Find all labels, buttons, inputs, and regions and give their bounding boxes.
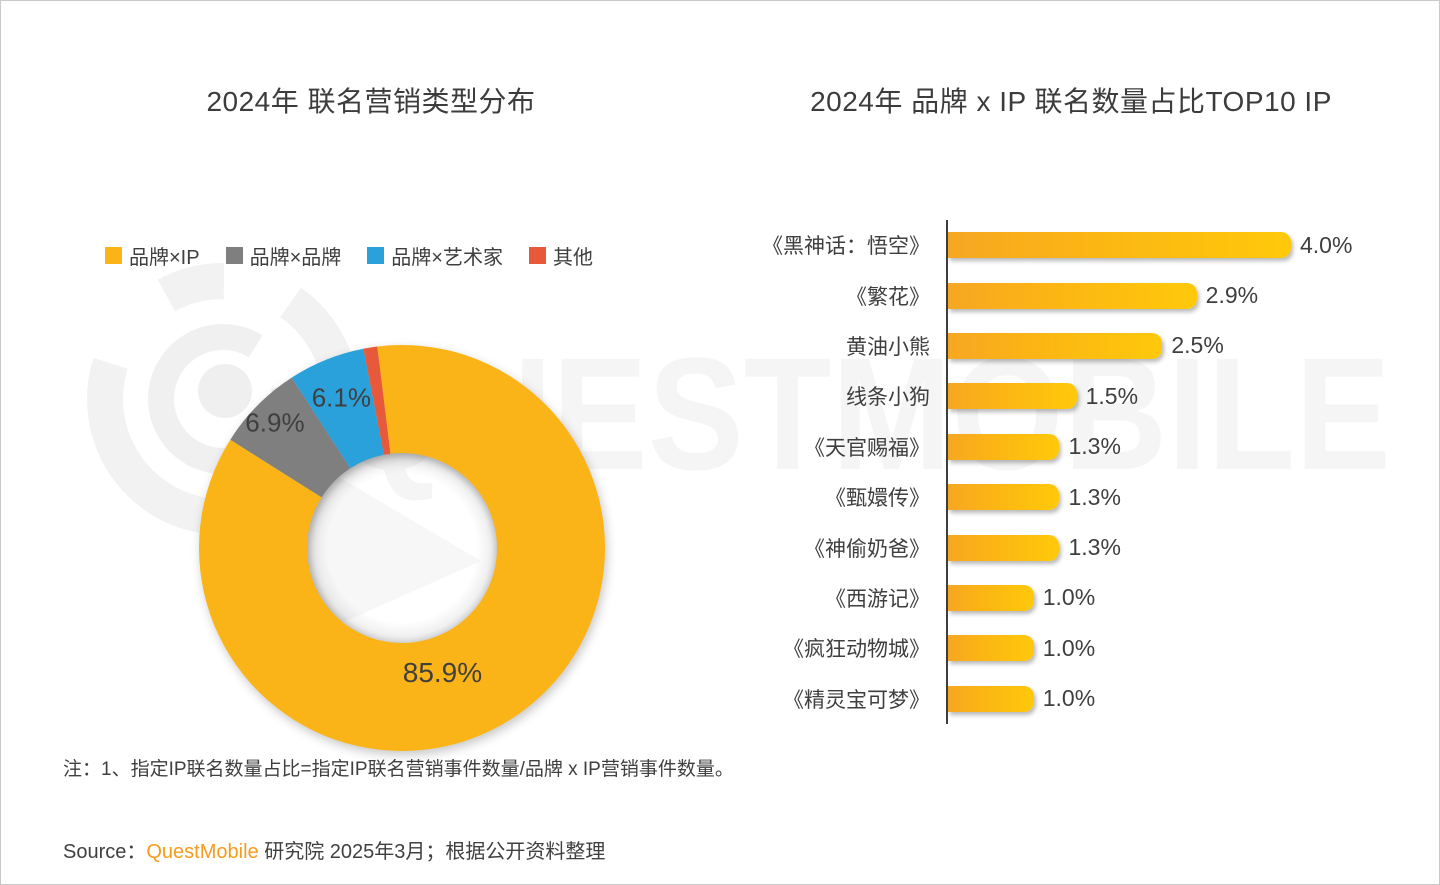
bar	[948, 232, 1291, 259]
bar-row: 线条小狗 1.5%	[739, 371, 1429, 421]
legend-swatch-icon	[528, 247, 546, 264]
pie-slice-label: 6.1%	[312, 382, 371, 412]
legend-item: 其他	[528, 241, 593, 270]
legend-swatch-icon	[367, 247, 385, 264]
bar-row: 《疯狂动物城》 1.0%	[739, 623, 1429, 673]
bar-value-label: 1.3%	[1068, 483, 1121, 510]
bar-value-label: 1.0%	[1042, 685, 1096, 712]
pie-slice-label: 6.9%	[245, 407, 304, 437]
pie-slice	[363, 346, 391, 455]
legend-label: 品牌×品牌	[249, 247, 342, 269]
legend-item: 品牌×IP	[105, 241, 200, 270]
legend-swatch-icon	[105, 247, 122, 264]
bar	[948, 383, 1077, 410]
bar-row: 《甄嬛传》 1.3%	[739, 472, 1429, 522]
bar	[948, 685, 1034, 712]
bar-value-label: 1.3%	[1068, 433, 1121, 460]
bar-value-label: 2.5%	[1171, 332, 1224, 359]
legend-item: 品牌×艺术家	[367, 241, 503, 270]
bar-category-label: 《神偷奶爸》	[804, 537, 930, 561]
bar	[948, 332, 1163, 359]
bar-row: 《繁花》 2.9%	[739, 270, 1429, 320]
legend-swatch-icon	[225, 247, 243, 264]
source-brand: QuestMobile	[146, 841, 259, 863]
bar-chart-title: 2024年 品牌 x IP 联名数量占比TOP10 IP	[810, 86, 1332, 117]
pie-slice	[199, 345, 605, 751]
bar-value-label: 1.3%	[1068, 534, 1121, 561]
pie-chart-title: 2024年 联名营销类型分布	[206, 86, 536, 117]
footnote: 注：1、指定IP联名数量占比=指定IP联名营销事件数量/品牌 x IP营销事件数…	[63, 759, 734, 780]
bar-rows: 《黑神话：悟空》 4.0% 《繁花》 2.9% 黄油小熊 2.5% 线条小狗 1.5% 《天官赐…	[739, 220, 1429, 724]
pie-slice-label: 85.9%	[403, 657, 482, 688]
legend-item: 品牌×品牌	[225, 241, 342, 270]
bar	[948, 534, 1060, 561]
bar-category-label: 《精灵宝可梦》	[783, 688, 930, 712]
bar-chart: 《黑神话：悟空》 4.0% 《繁花》 2.9% 黄油小熊 2.5% 线条小狗 1.5% 《天官赐…	[739, 219, 1429, 725]
bar-row: 《精灵宝可梦》 1.0%	[739, 674, 1429, 724]
bar-category-label: 线条小狗	[846, 386, 930, 410]
bar-category-label: 《黑神话：悟空》	[762, 235, 930, 259]
legend-label: 品牌×IP	[129, 247, 200, 269]
bar-axis-line	[946, 220, 948, 724]
bar	[948, 484, 1060, 511]
legend-label: 品牌×艺术家	[391, 247, 503, 269]
bar-category-label: 黄油小熊	[846, 335, 930, 359]
bar-row: 《黑神话：悟空》 4.0%	[739, 220, 1429, 270]
bar	[948, 282, 1197, 309]
donut-chart: 85.9% 6.9% 6.1%	[199, 345, 605, 751]
bar-category-label: 《疯狂动物城》	[783, 638, 930, 662]
pie-legend: 品牌×IP 品牌×品牌 品牌×艺术家 其他	[105, 241, 593, 270]
bar-category-label: 《天官赐福》	[804, 436, 930, 460]
source-prefix: Source：	[63, 841, 147, 863]
bar-value-label: 1.5%	[1085, 382, 1139, 409]
donut-hole	[307, 453, 497, 643]
legend-label: 其他	[552, 247, 593, 269]
bar-category-label: 《甄嬛传》	[825, 487, 930, 511]
bar	[948, 433, 1060, 460]
bar-value-label: 1.0%	[1042, 584, 1096, 611]
bar-value-label: 1.0%	[1042, 634, 1096, 661]
bar	[948, 584, 1034, 611]
bar-category-label: 《繁花》	[846, 285, 930, 309]
bar-row: 黄油小熊 2.5%	[739, 321, 1429, 371]
bar-row: 《西游记》 1.0%	[739, 573, 1429, 623]
bar-value-label: 2.9%	[1205, 282, 1259, 309]
bar-row: 《神偷奶爸》 1.3%	[739, 522, 1429, 572]
bar-category-label: 《西游记》	[825, 587, 930, 611]
bar-row: 《天官赐福》 1.3%	[739, 422, 1429, 472]
source-suffix: 研究院 2025年3月；根据公开资料整理	[258, 841, 606, 863]
bar	[948, 635, 1034, 662]
source-line: Source：QuestMobile 研究院 2025年3月；根据公开资料整理	[63, 835, 605, 864]
bar-value-label: 4.0%	[1300, 231, 1353, 258]
